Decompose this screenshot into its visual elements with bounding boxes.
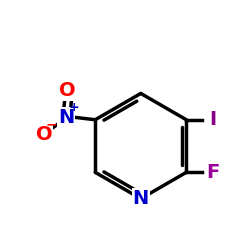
Text: N: N (58, 108, 74, 126)
Text: O: O (36, 125, 52, 144)
Text: O: O (59, 81, 76, 100)
Text: −: − (46, 117, 58, 131)
Text: N: N (133, 189, 149, 208)
Text: +: + (68, 102, 79, 114)
Text: F: F (206, 163, 219, 182)
Text: I: I (209, 110, 216, 129)
